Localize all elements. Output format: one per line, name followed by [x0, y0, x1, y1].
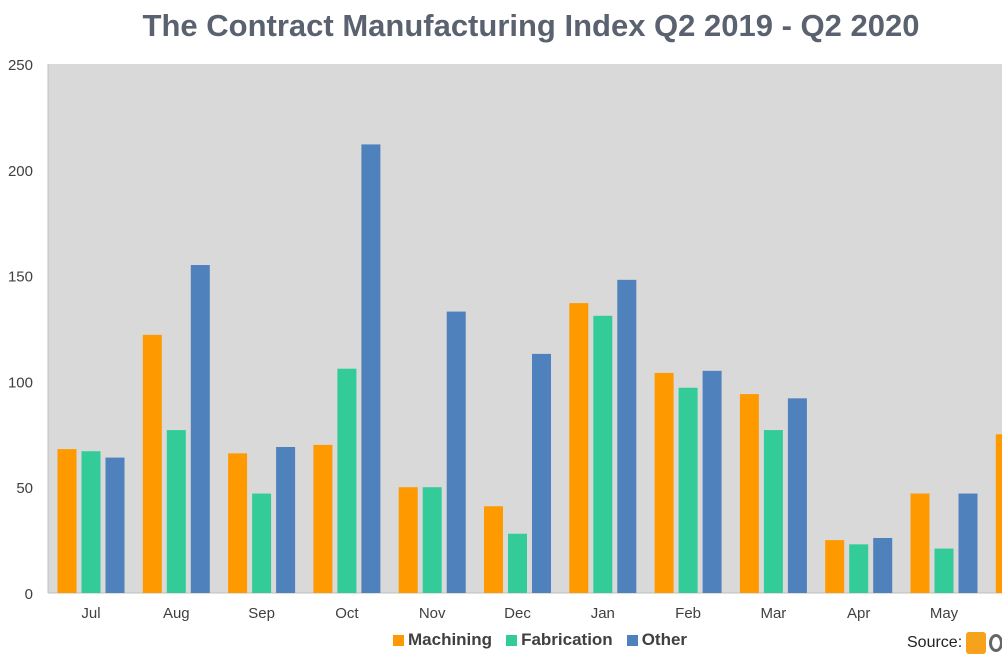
- x-tick-label: Apr: [847, 605, 870, 622]
- bar-fabrication-sep: [252, 493, 272, 593]
- legend-label: Other: [641, 630, 688, 649]
- bar-fabrication-feb: [678, 387, 698, 593]
- bar-machining-nov: [398, 487, 418, 593]
- y-tick-label: 0: [25, 586, 33, 603]
- x-axis-ticks: Jul Aug Sep Oct Nov Dec Jan Feb Mar Apr May: [81, 605, 958, 622]
- bar-other-aug: [190, 265, 210, 593]
- bar-fabrication-mar: [763, 430, 783, 593]
- bar-other-jan: [617, 279, 637, 593]
- legend: Machining Fabrication Other: [393, 630, 701, 650]
- bar-other-nov: [446, 311, 466, 593]
- bar-other-dec: [532, 353, 551, 593]
- bar-other-apr: [873, 537, 893, 593]
- x-tick-label: Nov: [419, 605, 446, 622]
- bar-other-feb: [702, 370, 722, 593]
- source-label: Source:: [907, 634, 963, 651]
- bar-fabrication-nov: [422, 487, 442, 593]
- source-note: Source:: [907, 632, 1002, 654]
- source-logo-icon: [966, 632, 987, 654]
- y-tick-label: 250: [8, 57, 33, 74]
- bar-fabrication-jan: [593, 315, 613, 593]
- bar-fabrication-apr: [849, 544, 869, 593]
- legend-item-fabrication: Fabrication: [506, 630, 613, 650]
- bar-fabrication-dec: [508, 533, 527, 593]
- bar-machining-dec: [484, 506, 503, 593]
- bar-other-oct: [361, 144, 381, 593]
- chart-title: The Contract Manufacturing Index Q2 2019…: [142, 8, 920, 43]
- x-tick-label: Aug: [163, 605, 190, 622]
- bar-machining-jan: [569, 303, 589, 593]
- y-tick-label: 150: [8, 269, 33, 286]
- bar-machining-feb: [654, 372, 674, 593]
- legend-label: Machining: [408, 630, 493, 649]
- y-tick-label: 200: [8, 163, 33, 180]
- bar-other-sep: [276, 446, 296, 593]
- bar-machining-aug: [142, 334, 162, 593]
- legend-item-machining: Machining: [393, 630, 492, 650]
- bar-machining-may: [910, 493, 930, 593]
- bar-other-mar: [787, 398, 807, 593]
- y-tick-label: 50: [16, 480, 33, 497]
- bar-fabrication-aug: [166, 430, 186, 593]
- bar-other-jul: [105, 457, 125, 593]
- source-logo-mark-icon: [989, 634, 1002, 652]
- legend-label: Fabrication: [521, 630, 613, 649]
- y-axis-ticks: 0 50 100 150 200 250: [8, 57, 33, 603]
- x-tick-label: Sep: [248, 605, 275, 622]
- bar-other-may: [958, 493, 978, 593]
- bar-machining-jul: [57, 449, 77, 593]
- bar-machining-mar: [739, 394, 759, 593]
- legend-swatch: [626, 634, 638, 646]
- x-tick-label: Jul: [81, 605, 100, 622]
- x-tick-label: Jan: [591, 605, 615, 622]
- x-tick-label: Mar: [760, 605, 786, 622]
- legend-item-other: Other: [626, 630, 688, 650]
- x-tick-label: Oct: [335, 605, 359, 622]
- bars: [57, 144, 1002, 593]
- bar-fabrication-may: [934, 548, 954, 593]
- x-tick-label: Dec: [504, 605, 531, 622]
- x-tick-label: Feb: [675, 605, 701, 622]
- bar-fabrication-jul: [81, 451, 101, 593]
- bar-machining-jun: [995, 434, 1002, 593]
- legend-swatch: [393, 634, 404, 646]
- x-tick-label: May: [930, 605, 959, 622]
- bar-machining-apr: [825, 540, 845, 593]
- bar-machining-oct: [313, 444, 333, 593]
- y-tick-label: 100: [8, 374, 33, 391]
- bar-machining-sep: [228, 453, 248, 593]
- bar-fabrication-oct: [337, 368, 357, 593]
- legend-swatch: [506, 634, 518, 646]
